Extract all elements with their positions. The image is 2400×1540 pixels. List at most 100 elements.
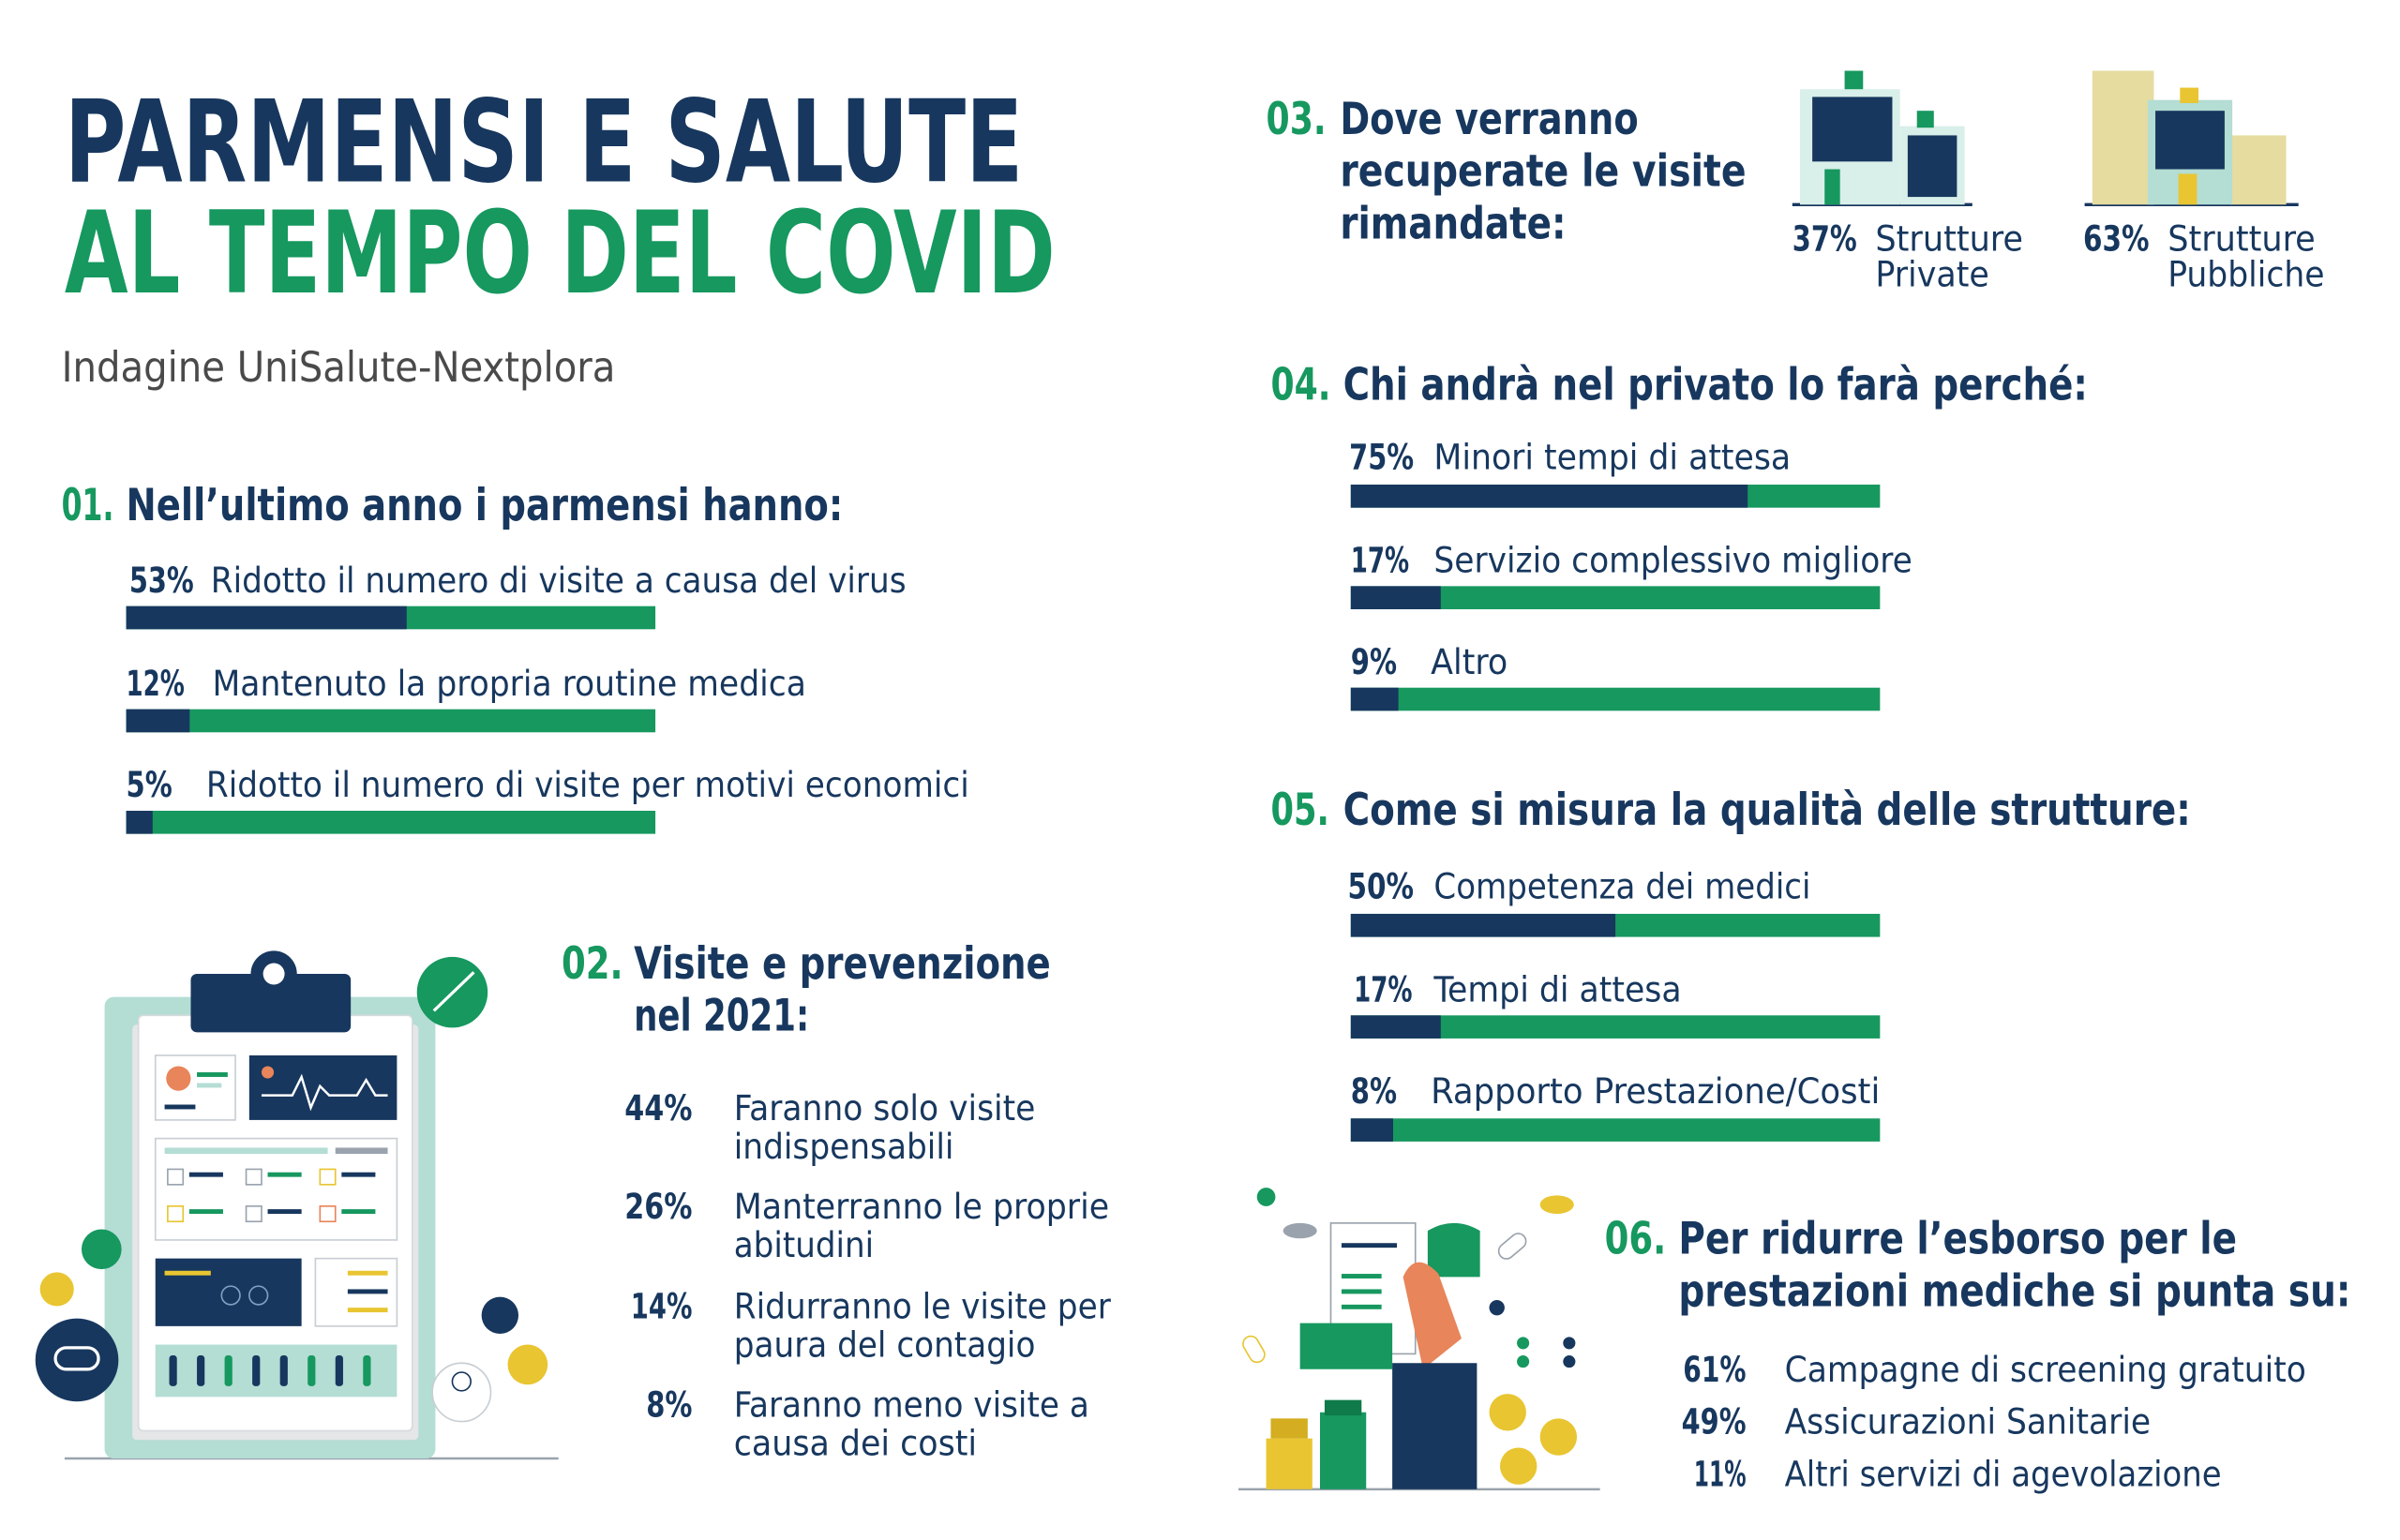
clipboard-illustration-part [279, 1355, 288, 1386]
clipboard-illustration-part [164, 1270, 211, 1276]
clipboard-illustration-part [335, 1147, 388, 1155]
percent-label: 75% [1349, 437, 1414, 478]
clipboard-illustration-part [431, 1362, 492, 1423]
percent-label: 49% [1682, 1401, 1747, 1443]
percent-label: 50% [1348, 866, 1415, 907]
clipboard-illustration-part [188, 1172, 223, 1177]
payment-illustration-part [1324, 1399, 1362, 1416]
section-number: 04. [1270, 360, 1330, 411]
item-label: Strutture [1875, 218, 2023, 260]
item-label: Faranno solo visite [734, 1087, 1036, 1129]
item-label: Ridurranno le visite per [734, 1286, 1111, 1327]
item-label: Assicurazioni Sanitarie [1785, 1401, 2152, 1443]
bar [126, 810, 153, 834]
clipboard-illustration-part [261, 1066, 275, 1079]
payment-illustration-part [1563, 1337, 1576, 1350]
public-building-icon-part [2230, 135, 2287, 205]
payment-illustration-part [1427, 1222, 1480, 1278]
section-title: Come si misura la qualità delle struttur… [1343, 785, 2191, 836]
clipboard-illustration-part [341, 1209, 376, 1215]
section-number: 01. [62, 480, 114, 531]
section-number: 05. [1270, 785, 1328, 836]
public-building-icon-part [2092, 70, 2154, 205]
clipboard-illustration-part [220, 1285, 241, 1306]
clipboard-illustration-part [155, 1258, 302, 1326]
payment-illustration-part [1320, 1412, 1367, 1489]
percent-label: 5% [127, 764, 172, 805]
payment-illustration-part [1282, 1222, 1317, 1239]
bar [126, 606, 407, 630]
private-building-icon-part [1844, 70, 1864, 90]
section-number: 02. [562, 938, 623, 990]
clipboard-illustration-part [166, 1066, 191, 1091]
clipboard-illustration-part [154, 1054, 236, 1121]
clipboard-illustration-part [262, 963, 285, 985]
public-building-icon-part [2180, 87, 2199, 103]
subtitle: Indagine UniSalute-Nextplora [62, 344, 616, 392]
payment-illustration-part [1517, 1337, 1530, 1350]
item-label: Ridotto il numero di visite a causa del … [211, 560, 907, 601]
clipboard-illustration-part [481, 1296, 519, 1335]
payment-illustration-part [1341, 1304, 1382, 1309]
payment-illustration-part [1497, 1233, 1527, 1260]
private-building-icon-part [1916, 111, 1934, 128]
percent-label: 8% [1351, 1070, 1397, 1112]
bar [1350, 687, 1399, 711]
item-label: Altri servizi di agevolazione [1785, 1454, 2222, 1495]
payment-illustration-part [1341, 1289, 1382, 1294]
section-title: rimandate: [1340, 198, 1566, 249]
section-title: prestazioni mediche si punta su: [1678, 1266, 2350, 1318]
percent-label: 26% [624, 1186, 692, 1227]
item-label: causa dei costi [734, 1423, 977, 1464]
section-title: Chi andrà nel privato lo farà perché: [1343, 360, 2088, 411]
payment-illustration-part [1341, 1274, 1382, 1278]
private-building-icon [1792, 70, 1972, 206]
item-label: Servizio complessivo migliore [1433, 540, 1912, 581]
public-building-icon [2084, 70, 2299, 206]
clipboard-illustration-part [154, 1137, 398, 1241]
payment-illustration-part [1266, 1438, 1312, 1489]
percent-label: 17% [1351, 540, 1409, 581]
clipboard-illustration-part [167, 1205, 185, 1223]
clipboard-illustration-part [347, 1270, 388, 1276]
percent-label: 63% [2083, 218, 2150, 260]
item-label: abitudini [734, 1224, 874, 1265]
clipboard-illustration [35, 950, 559, 1460]
clipboard-illustration-part [188, 1209, 223, 1215]
payment-illustration-part [1256, 1188, 1276, 1206]
item-label: Tempi di attesa [1432, 969, 1681, 1010]
clipboard-illustration-part [39, 1272, 74, 1307]
section-title: Dove verranno [1340, 94, 1638, 145]
clipboard-illustration-part [245, 1168, 262, 1186]
clipboard-illustration-part [190, 973, 352, 1033]
public-building-icon-part [2155, 111, 2225, 170]
percent-label: 44% [624, 1087, 692, 1129]
bar [1350, 1118, 1393, 1142]
section-title: Nell’ultimo anno i parmensi hanno: [127, 480, 844, 531]
payment-illustration-part [1563, 1355, 1576, 1368]
bar-track [126, 709, 656, 733]
payment-illustration-part [1270, 1418, 1308, 1439]
title: PARMENSI E SALUTE [65, 76, 1023, 209]
payment-illustration-part [1539, 1195, 1574, 1215]
item-label: Pubbliche [2168, 253, 2324, 294]
percent-label: 17% [1354, 969, 1412, 1010]
clipboard-illustration-part [507, 1344, 548, 1385]
private-building-icon-part [1824, 169, 1840, 205]
item-label: Rapporto Prestazione/Costi [1431, 1070, 1880, 1112]
clipboard-illustration-part [53, 1346, 100, 1371]
section-number: 03. [1267, 94, 1327, 145]
percent-label: 53% [129, 560, 194, 601]
item-label: Manterranno le proprie [734, 1186, 1109, 1227]
item-label: Ridotto il numero di visite per motivi e… [206, 764, 969, 805]
payment-illustration [1238, 1188, 1600, 1491]
clipboard-illustration-part [197, 1355, 205, 1386]
clipboard-illustration-part [347, 1308, 388, 1313]
item-label: indispensabili [734, 1126, 954, 1167]
percent-label: 12% [127, 663, 185, 704]
bar-track [1350, 1118, 1881, 1142]
bar [1350, 913, 1616, 937]
payment-illustration-part [1402, 1262, 1462, 1369]
clipboard-illustration-part [248, 1285, 269, 1306]
clipboard-illustration-part [319, 1168, 337, 1186]
